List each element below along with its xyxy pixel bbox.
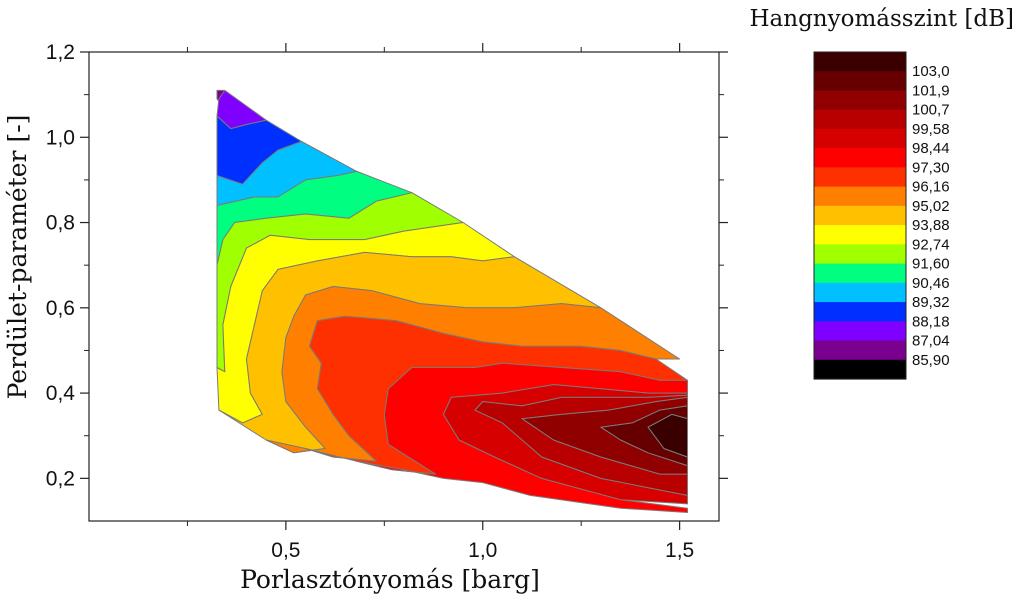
legend-swatch-3 [814, 109, 906, 130]
legend-swatch-7 [814, 186, 906, 207]
legend-label-0: 103,0 [912, 63, 950, 80]
contour-band-15 [647, 413, 688, 458]
legend-label-11: 90,46 [912, 275, 950, 292]
legend-swatch-16 [814, 359, 906, 380]
legend-swatch-6 [814, 167, 906, 188]
legend-swatch-9 [814, 225, 906, 245]
x-axis-title: Porlasztónyomás [barg] [240, 565, 540, 594]
legend-swatch-15 [814, 340, 906, 361]
y-axis-ticks: 0,2 0,4 0,6 0,8 1,0 1,2 [46, 41, 728, 490]
legend-swatch-5 [814, 148, 906, 169]
legend-frame [813, 51, 907, 380]
legend-label-15: 85,90 [912, 352, 950, 369]
legend-title: Hangnyomásszint [dB] [750, 6, 1015, 32]
legend-swatch-13 [814, 302, 906, 322]
legend-label-1: 101,9 [912, 82, 950, 99]
legend-label-13: 88,18 [912, 313, 950, 330]
legend-swatch-12 [814, 282, 906, 303]
y-axis-title: Perdület-paraméter [-] [3, 115, 32, 400]
legend-swatch-1 [814, 71, 906, 92]
legend-swatch-11 [814, 263, 906, 284]
color-legend: 103,0 101,9 100,7 99,58 98,44 97,30 96,16 95,02… [813, 51, 950, 380]
y-tick-label-2: 0,6 [46, 297, 75, 320]
legend-label-3: 99,58 [912, 121, 950, 138]
legend-label-10: 91,60 [912, 256, 950, 273]
legend-swatch-2 [814, 90, 906, 111]
legend-swatch-8 [814, 205, 906, 226]
legend-label-9: 92,74 [912, 236, 950, 253]
legend-label-4: 98,44 [912, 140, 950, 157]
legend-label-5: 97,30 [912, 159, 950, 176]
plot-frame [88, 51, 720, 522]
legend-label-2: 100,7 [912, 102, 950, 119]
legend-label-8: 93,88 [912, 217, 950, 234]
legend-label-14: 87,04 [912, 333, 950, 350]
x-tick-label-2: 1,5 [665, 539, 694, 562]
x-tick-label-0: 0,5 [271, 539, 300, 562]
y-tick-label-1: 0,4 [46, 382, 76, 405]
legend-swatch-4 [814, 128, 906, 149]
y-tick-label-5: 1,2 [46, 41, 75, 64]
y-tick-label-4: 1,0 [46, 126, 75, 149]
legend-swatch-10 [814, 244, 906, 265]
legend-label-7: 95,02 [912, 198, 950, 215]
legend-label-12: 89,32 [912, 294, 950, 311]
legend-label-6: 96,16 [912, 179, 950, 196]
legend-swatch-0 [814, 52, 906, 72]
x-tick-label-1: 1,0 [468, 539, 497, 562]
contour-bands [216, 89, 688, 513]
y-tick-label-3: 0,8 [46, 212, 75, 235]
y-tick-label-0: 0,2 [46, 467, 75, 490]
x-axis-ticks: 0,5 1,0 1,5 [186, 43, 694, 562]
plot-axes [88, 51, 720, 522]
legend-swatch-14 [814, 321, 906, 342]
